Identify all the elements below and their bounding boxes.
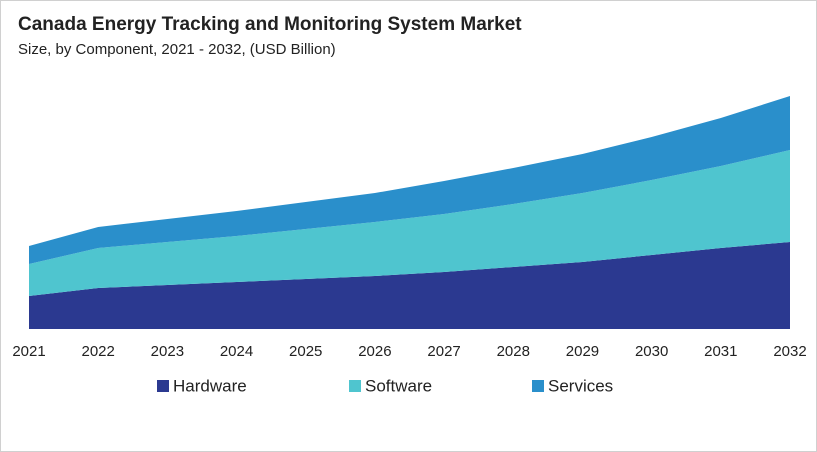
x-tick-label: 2028 [497,343,530,360]
legend-label: Software [365,376,432,395]
legend-label: Hardware [173,376,247,395]
x-tick-label: 2031 [704,343,737,360]
legend-swatch [157,380,169,392]
area [29,150,790,296]
chart-subtitle: Size, by Component, 2021 - 2032, (USD Bi… [18,41,336,58]
area [29,96,790,264]
x-tick-label: 2023 [151,343,184,360]
legend-swatch [532,380,544,392]
legend-swatch [349,380,361,392]
x-tick-label: 2032 [773,343,806,360]
x-tick-label: 2029 [566,343,599,360]
x-tick-label: 2021 [12,343,45,360]
x-tick-label: 2025 [289,343,322,360]
x-tick-label: 2030 [635,343,668,360]
x-tick-label: 2027 [427,343,460,360]
legend-label: Services [548,376,613,395]
x-tick-label: 2024 [220,343,253,360]
x-tick-label: 2022 [81,343,114,360]
chart-title: Canada Energy Tracking and Monitoring Sy… [18,14,522,35]
area [29,242,790,329]
x-tick-label: 2026 [358,343,391,360]
